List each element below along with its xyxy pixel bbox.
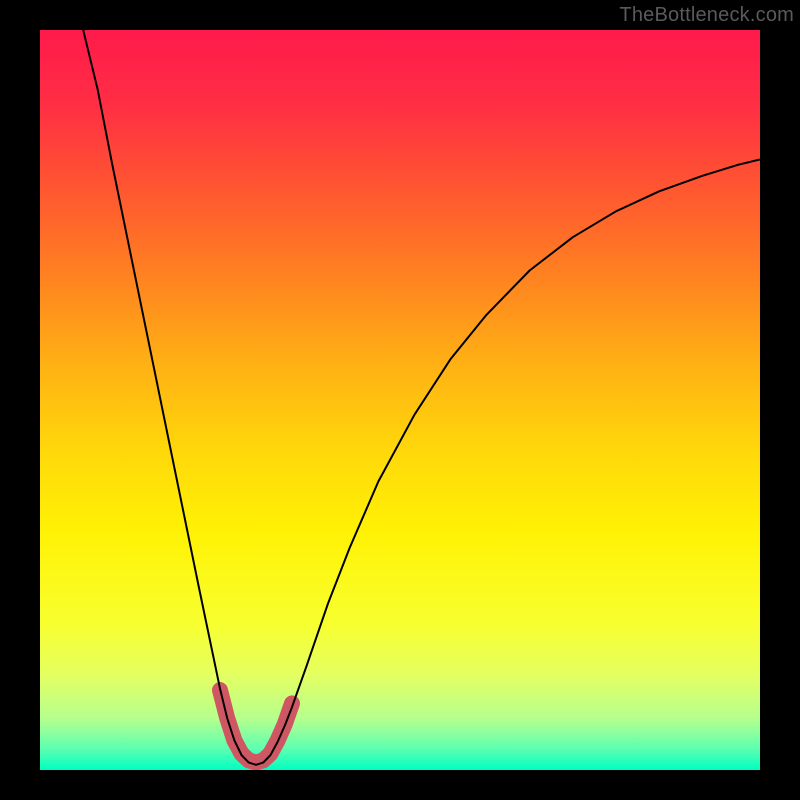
watermark-label: TheBottleneck.com [619,4,794,27]
chart-plot-area [40,30,760,770]
gradient-background [40,30,760,770]
bottleneck-curve-chart [40,30,760,770]
